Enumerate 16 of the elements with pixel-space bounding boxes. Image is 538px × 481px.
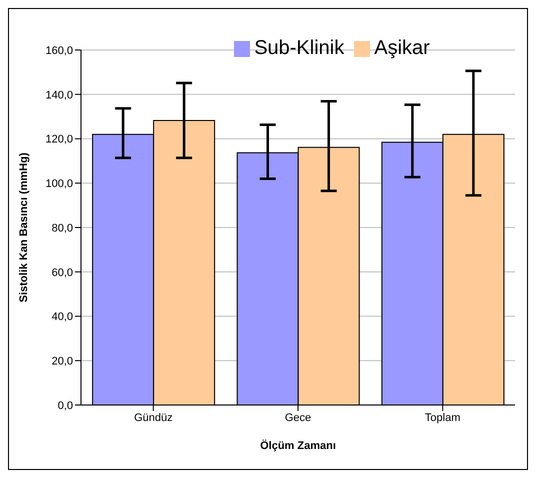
- x-tick-label: Gündüz: [134, 412, 173, 424]
- y-tick-label: 80,0: [52, 222, 73, 234]
- y-tick-label: 120,0: [45, 134, 73, 146]
- y-tick-label: 140,0: [45, 89, 73, 102]
- legend-label: Sub-Klinik: [254, 37, 344, 59]
- y-tick-label: 60,0: [52, 266, 73, 279]
- y-axis-title: Sistolik Kan Basıncı (mmHg): [18, 152, 30, 302]
- y-tick-label: 20,0: [52, 356, 73, 368]
- x-axis-title: Ölçüm Zamanı: [260, 439, 336, 452]
- x-tick-label: Toplam: [424, 412, 460, 424]
- x-tick-label: Gece: [284, 412, 312, 424]
- y-tick-label: 0,0: [58, 400, 73, 412]
- y-tick-label: 100,0: [45, 178, 73, 190]
- y-tick-label: 160,0: [45, 44, 73, 57]
- legend-label: Aşikar: [374, 37, 430, 59]
- y-tick-label: 40,0: [52, 311, 73, 324]
